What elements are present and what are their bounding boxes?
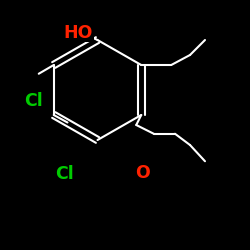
Text: Cl: Cl [24,92,42,110]
Text: Cl: Cl [55,165,74,183]
Text: HO: HO [64,24,93,42]
Text: O: O [135,164,150,182]
